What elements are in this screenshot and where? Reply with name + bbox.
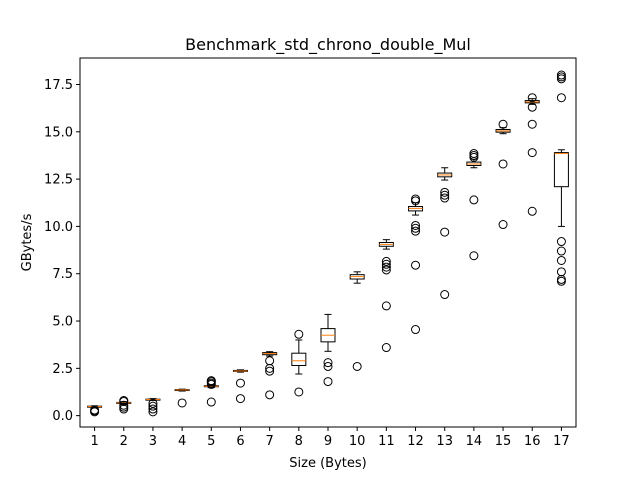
box-flier-point — [411, 226, 421, 236]
box-flier-point — [527, 93, 537, 103]
box-flier-point — [381, 256, 391, 266]
box-flier-point — [411, 260, 421, 270]
box-flier-point — [527, 148, 537, 158]
x-tick-label: 13 — [436, 434, 453, 449]
box-flier-point — [440, 193, 450, 203]
box-flier-point — [206, 397, 216, 407]
y-tick-label: 12.5 — [44, 173, 73, 188]
box-flier-point — [265, 390, 275, 400]
box-flier-point — [323, 361, 333, 371]
x-tick-label: 3 — [149, 434, 157, 449]
box-flier-point — [148, 404, 158, 414]
box-flier-point — [323, 358, 333, 368]
x-tick-label: 5 — [207, 434, 215, 449]
box-flier-point — [498, 220, 508, 230]
x-tick-label: 11 — [378, 434, 395, 449]
box-flier-point — [381, 301, 391, 311]
y-tick-label: 17.5 — [44, 78, 73, 93]
box-flier-point — [498, 159, 508, 169]
box-flier-point — [469, 251, 479, 261]
box-flier-point — [206, 376, 216, 386]
y-tick-label: 7.5 — [52, 267, 73, 282]
box-flier-point — [352, 361, 362, 371]
box-flier-point — [294, 387, 304, 397]
box-flier-point — [411, 325, 421, 335]
x-tick-label: 17 — [553, 434, 570, 449]
x-tick-label: 8 — [295, 434, 303, 449]
box-flier-point — [527, 102, 537, 112]
x-tick-label: 1 — [90, 434, 98, 449]
x-tick-label: 7 — [266, 434, 274, 449]
box-flier-point — [235, 394, 245, 404]
box-flier-point — [411, 220, 421, 230]
box-flier-point — [411, 194, 421, 204]
box-flier-point — [469, 149, 479, 159]
x-axis-label: Size (Bytes) — [289, 456, 366, 471]
plot-area: 0.02.55.07.510.012.515.017.51 2 3 4 5 6 7 8 9 10 1… — [44, 70, 570, 449]
box-flier-point — [381, 265, 391, 275]
box-flier-point — [235, 378, 245, 388]
box-iqr — [291, 352, 307, 367]
y-tick-label: 0.0 — [52, 409, 73, 424]
box-flier-point — [381, 259, 391, 269]
x-tick-label: 15 — [495, 434, 512, 449]
box-flier-point — [119, 400, 129, 410]
y-tick-label: 5.0 — [52, 315, 73, 330]
box-flier-point — [323, 377, 333, 387]
box-flier-point — [527, 206, 537, 216]
x-tick-label: 16 — [524, 434, 541, 449]
box-flier-point — [90, 405, 100, 415]
box-flier-point — [265, 366, 275, 376]
box-flier-point — [119, 396, 129, 406]
box-flier-point — [265, 356, 275, 366]
box-flier-point — [440, 190, 450, 200]
x-tick-label: 12 — [407, 434, 424, 449]
box-flier-point — [411, 223, 421, 233]
box-flier-point — [381, 262, 391, 272]
box-flier-point — [148, 407, 158, 417]
y-tick-label: 15.0 — [44, 125, 73, 140]
box-flier-point — [148, 401, 158, 411]
y-axis-label: GBytes/s — [20, 213, 35, 271]
box-flier-point — [148, 398, 158, 408]
x-tick-label: 9 — [324, 434, 332, 449]
x-tick-label: 14 — [466, 434, 483, 449]
y-tick-label: 10.0 — [44, 220, 73, 235]
box-flier-point — [469, 195, 479, 205]
axes-frame — [79, 57, 577, 428]
box-flier-point — [527, 119, 537, 129]
y-tick-label: 2.5 — [52, 362, 73, 377]
box-flier-point — [556, 255, 566, 265]
box-iqr — [553, 152, 569, 188]
x-tick-label: 10 — [349, 434, 366, 449]
box-flier-point — [556, 93, 566, 103]
x-tick-label: 4 — [178, 434, 186, 449]
chart-title: Benchmark_std_chrono_double_Mul — [185, 35, 471, 55]
box-flier-point — [556, 70, 566, 80]
box-flier-point — [556, 246, 566, 256]
x-tick-label: 2 — [120, 434, 128, 449]
box-flier-point — [556, 267, 566, 277]
box-flier-point — [177, 398, 187, 408]
box-flier-point — [556, 237, 566, 247]
box-flier-point — [440, 290, 450, 300]
box-flier-point — [498, 119, 508, 129]
box-flier-point — [440, 227, 450, 237]
box-flier-point — [381, 343, 391, 353]
box-flier-point — [440, 187, 450, 197]
box-flier-point — [294, 329, 304, 339]
x-tick-label: 6 — [236, 434, 244, 449]
